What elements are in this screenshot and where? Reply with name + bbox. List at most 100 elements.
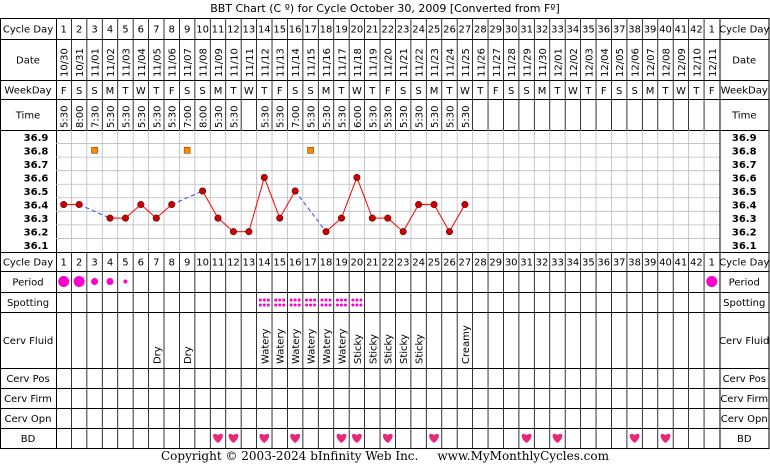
cycle-day-label: 19 bbox=[335, 25, 348, 36]
spotting-dot bbox=[309, 303, 313, 307]
spotting-dot bbox=[305, 298, 309, 302]
y-tick-label-left: 36.6 bbox=[24, 173, 49, 184]
weekday-label: T bbox=[476, 86, 484, 97]
period-dot bbox=[58, 276, 70, 287]
time-label: 5:30 bbox=[399, 106, 410, 128]
date-label: 11/20 bbox=[384, 48, 395, 77]
excluded-temp-point bbox=[183, 147, 191, 154]
time-label: 5:30 bbox=[229, 106, 240, 128]
weekday-label: F bbox=[385, 86, 391, 97]
row-label-right: Cerv Firm bbox=[720, 394, 768, 405]
heart-icon bbox=[521, 433, 532, 443]
time-label: 6:00 bbox=[353, 106, 364, 128]
chart-frame bbox=[0, 18, 770, 449]
cycle-day-label: 11 bbox=[212, 25, 225, 36]
temp-point bbox=[461, 201, 469, 209]
cerv-fluid-label: Watery bbox=[276, 328, 287, 364]
time-label: 5:30 bbox=[461, 106, 472, 128]
heart-icon bbox=[382, 433, 393, 443]
excluded-temp-point bbox=[91, 147, 98, 154]
weekday-label: S bbox=[523, 86, 529, 97]
temp-point bbox=[260, 173, 268, 181]
cycle-day-label: 19 bbox=[335, 258, 348, 269]
temp-point bbox=[291, 187, 299, 195]
cycle-day-label: 41 bbox=[675, 25, 688, 36]
y-tick-label-right: 36.1 bbox=[732, 241, 757, 252]
y-tick-label-right: 36.9 bbox=[732, 133, 757, 144]
cycle-day-label: 28 bbox=[474, 25, 487, 36]
spotting-dot bbox=[359, 303, 363, 307]
date-label: 11/13 bbox=[276, 48, 287, 77]
cycle-day-label: 10 bbox=[196, 25, 209, 36]
temp-point bbox=[168, 201, 176, 209]
cycle-day-label: 34 bbox=[567, 258, 580, 269]
date-label: 11/12 bbox=[260, 48, 271, 77]
spotting-dot bbox=[289, 303, 293, 307]
cycle-day-label: 38 bbox=[628, 25, 641, 36]
temp-gap-link bbox=[78, 204, 111, 219]
date-label: 11/07 bbox=[183, 48, 194, 77]
date-label: 12/11 bbox=[708, 48, 719, 77]
temp-point bbox=[75, 201, 83, 209]
row-label-left: Cerv Fluid bbox=[3, 336, 53, 347]
cycle-day-label: 7 bbox=[153, 25, 159, 36]
cycle-day-label: 38 bbox=[628, 258, 641, 269]
cycle-day-label: 3 bbox=[91, 258, 97, 269]
cycle-day-label: 30 bbox=[505, 25, 518, 36]
time-label: 5:30 bbox=[60, 106, 71, 128]
cerv-fluid-label: Watery bbox=[260, 328, 271, 364]
spotting-dot bbox=[343, 298, 347, 302]
time-label: 5:30 bbox=[276, 106, 287, 128]
date-label: 11/30 bbox=[538, 48, 549, 77]
cycle-day-label: 15 bbox=[273, 25, 286, 36]
weekday-label: S bbox=[631, 86, 637, 97]
weekday-label: T bbox=[229, 86, 237, 97]
cycle-day-label: 6 bbox=[138, 258, 144, 269]
row-label-right: Spotting bbox=[723, 298, 765, 309]
cycle-day-label: 12 bbox=[227, 25, 240, 36]
weekday-label: M bbox=[106, 86, 115, 97]
cerv-fluid-label: Sticky bbox=[353, 334, 364, 364]
spotting-dot bbox=[297, 298, 301, 302]
temp-point bbox=[152, 214, 160, 222]
weekday-label: S bbox=[508, 86, 514, 97]
time-label: 8:00 bbox=[75, 106, 86, 128]
y-tick-label-right: 36.2 bbox=[732, 228, 757, 239]
row-label-right: Cerv Pos bbox=[723, 374, 766, 385]
cerv-fluid-label: Watery bbox=[322, 328, 333, 364]
cycle-day-label: 9 bbox=[184, 25, 190, 36]
spotting-dot bbox=[266, 298, 270, 302]
cycle-day-label: 26 bbox=[443, 25, 456, 36]
cerv-fluid-label: Watery bbox=[337, 328, 348, 364]
temp-point bbox=[322, 228, 330, 236]
date-label: 11/06 bbox=[168, 48, 179, 77]
cerv-fluid-label: Dry bbox=[152, 346, 163, 364]
cycle-day-label: 1 bbox=[61, 258, 67, 269]
cycle-day-label: 12 bbox=[227, 258, 240, 269]
weekday-label: S bbox=[307, 86, 313, 97]
temp-gap-link bbox=[294, 190, 327, 232]
row-label-left: Time bbox=[15, 111, 40, 122]
date-label: 12/03 bbox=[584, 48, 595, 77]
cycle-day-label: 36 bbox=[597, 25, 610, 36]
date-label: 11/15 bbox=[307, 48, 318, 77]
time-label: 5:30 bbox=[337, 106, 348, 128]
heart-icon bbox=[290, 433, 301, 443]
cycle-day-label: 41 bbox=[675, 258, 688, 269]
weekday-label: T bbox=[260, 86, 268, 97]
weekday-label: M bbox=[430, 86, 439, 97]
time-label: 5:30 bbox=[260, 106, 271, 128]
temp-point bbox=[106, 214, 114, 222]
row-label-right: BD bbox=[737, 434, 752, 445]
row-label-left: Date bbox=[16, 56, 40, 67]
weekday-label: W bbox=[244, 86, 254, 97]
weekday-label: S bbox=[91, 86, 97, 97]
time-label: 5:30 bbox=[322, 106, 333, 128]
spotting-dot bbox=[320, 303, 324, 307]
time-label: 5:30 bbox=[384, 106, 395, 128]
cycle-day-label: 25 bbox=[428, 258, 441, 269]
date-label: 11/22 bbox=[415, 48, 426, 77]
cycle-day-label: 8 bbox=[169, 25, 175, 36]
cycle-day-label: 14 bbox=[258, 25, 271, 36]
spotting-dot bbox=[278, 298, 282, 302]
